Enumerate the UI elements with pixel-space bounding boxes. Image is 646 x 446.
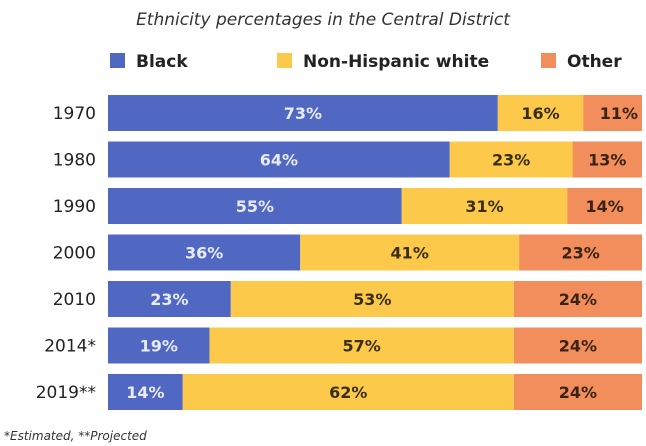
data-label-black: 23% — [150, 290, 188, 309]
footnote: *Estimated, **Projected — [4, 429, 147, 443]
category-label: 2014* — [44, 337, 96, 357]
data-label-non-hispanic-white: 23% — [492, 151, 530, 170]
bar-row: 19% 57% 24% — [108, 327, 642, 364]
bar-segment-black — [108, 234, 301, 271]
plot-area: 73% 16% 11% 64% 23% 13% 55% 31% 14% 36% 41% 23% 23% 5… — [108, 95, 642, 410]
data-label-other: 23% — [561, 244, 599, 263]
bar-segment-non-hispanic-white — [300, 234, 520, 271]
bar-segment-black — [108, 281, 231, 317]
data-label-other: 14% — [585, 197, 623, 216]
bar-row: 14% 62% 24% — [108, 374, 642, 410]
data-label-other: 24% — [559, 337, 597, 356]
category-label: 1980 — [53, 151, 96, 171]
legend-label-non-hispanic-white: Non-Hispanic white — [303, 52, 489, 72]
bar-segment-non-hispanic-white — [230, 281, 514, 317]
category-axis: 1970 1980 1990 2000 2010 2014* 2019** — [36, 104, 96, 403]
bar-segment-non-hispanic-white — [182, 374, 514, 410]
bar-segment-black — [108, 327, 210, 364]
data-label-black: 64% — [260, 151, 298, 170]
bar-segment-other — [513, 374, 642, 410]
legend-label-other: Other — [567, 52, 622, 72]
bar-segment-non-hispanic-white — [449, 141, 573, 178]
data-label-other: 11% — [600, 104, 638, 123]
legend: Black Non-Hispanic white Other — [110, 52, 622, 72]
bar-segment-other — [519, 234, 642, 271]
bar-segment-other — [513, 327, 642, 364]
bar-segment-other — [513, 281, 642, 317]
bar-row: 55% 31% 14% — [108, 188, 642, 224]
category-label: 2019** — [36, 383, 96, 403]
data-label-black: 19% — [140, 337, 178, 356]
chart-title: Ethnicity percentages in the Central Dis… — [136, 10, 511, 30]
bar-segment-black — [108, 188, 402, 224]
category-label: 2000 — [53, 244, 96, 264]
bar-row: 23% 53% 24% — [108, 281, 642, 317]
bar-segment-non-hispanic-white — [209, 327, 514, 364]
bar-segment-other — [567, 188, 642, 224]
bar-row: 36% 41% 23% — [108, 234, 642, 271]
data-label-non-hispanic-white: 53% — [353, 290, 391, 309]
category-label: 1990 — [53, 197, 96, 217]
data-label-black: 55% — [236, 197, 274, 216]
data-label-non-hispanic-white: 41% — [391, 244, 429, 263]
bar-segment-non-hispanic-white — [401, 188, 568, 224]
bar-segment-black — [108, 141, 450, 178]
data-label-black: 73% — [284, 104, 322, 123]
data-label-black: 36% — [185, 244, 223, 263]
bar-segment-non-hispanic-white — [497, 95, 584, 131]
data-label-other: 24% — [559, 383, 597, 402]
bar-row: 73% 16% 11% — [108, 95, 642, 131]
data-label-other: 24% — [559, 290, 597, 309]
legend-swatch-other — [541, 53, 556, 68]
data-label-non-hispanic-white: 57% — [343, 337, 381, 356]
bar-row: 64% 23% 13% — [108, 141, 642, 178]
data-label-other: 13% — [588, 151, 626, 170]
bar-segment-black — [108, 374, 183, 410]
bar-segment-other — [572, 141, 642, 178]
data-label-non-hispanic-white: 16% — [521, 104, 559, 123]
category-label: 1970 — [53, 104, 96, 124]
data-label-non-hispanic-white: 62% — [329, 383, 367, 402]
category-label: 2010 — [53, 290, 96, 310]
data-label-non-hispanic-white: 31% — [465, 197, 503, 216]
bar-segment-other — [583, 95, 642, 131]
legend-swatch-non-hispanic-white — [277, 53, 292, 68]
bar-segment-black — [108, 95, 498, 131]
legend-label-black: Black — [136, 52, 188, 72]
legend-swatch-black — [110, 53, 125, 68]
data-label-black: 14% — [126, 383, 164, 402]
